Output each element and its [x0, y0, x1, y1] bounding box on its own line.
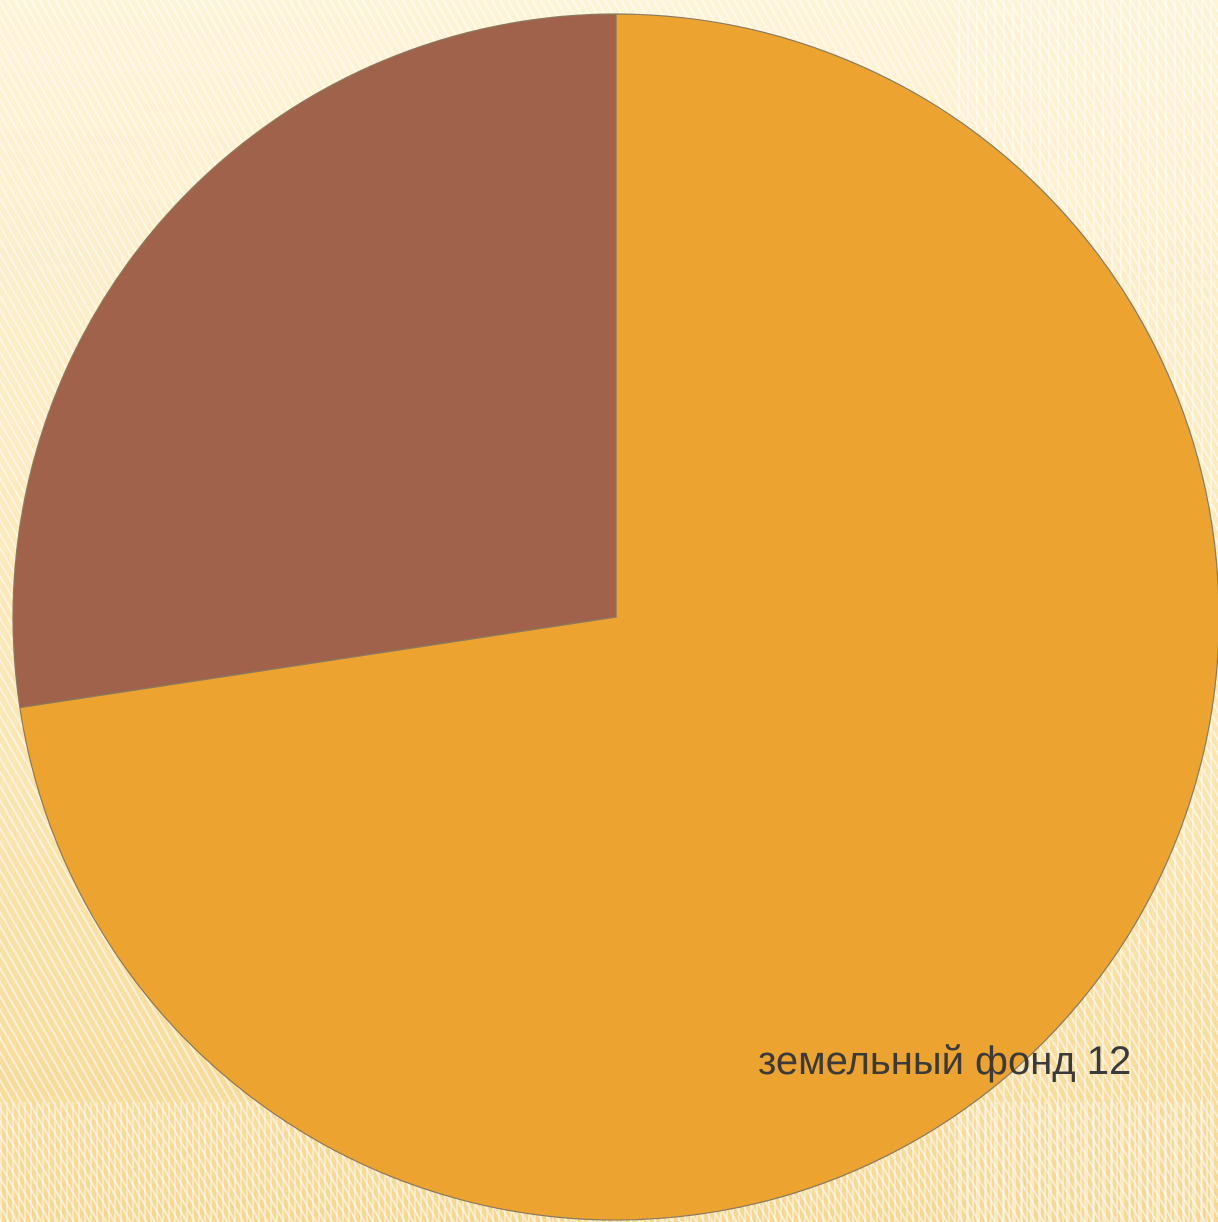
pie-labels: земельный фонд 12 — [758, 1039, 1131, 1083]
pie-slice-2 — [12, 13, 617, 709]
pie-slice-1 — [19, 13, 1218, 1221]
pie-slices — [12, 13, 1218, 1221]
pie-slice-1-label: земельный фонд 12 — [758, 1039, 1131, 1083]
